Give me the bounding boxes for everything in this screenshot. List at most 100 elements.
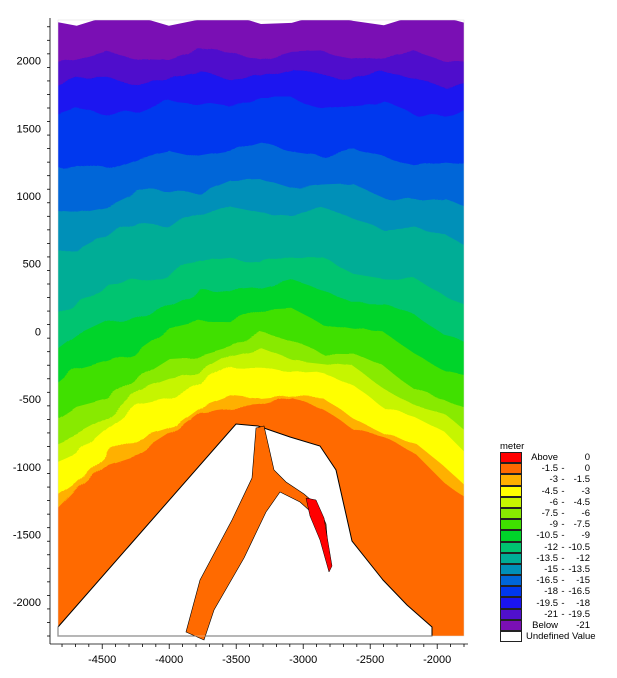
legend-dash: - [561, 530, 565, 542]
x-tick-label: -3500 [222, 654, 250, 666]
legend-item: -15- -13.5 [500, 563, 617, 576]
y-tick-label: -1500 [13, 529, 41, 541]
legend-item: Above 0 [500, 452, 617, 464]
legend-swatch [500, 452, 522, 464]
legend-low: -12 [544, 541, 558, 553]
legend-item: -7.5- -6 [500, 507, 617, 520]
legend-dash: - [561, 463, 565, 475]
legend-low: -9 [549, 519, 558, 531]
x-tick-label: -2000 [423, 654, 451, 666]
legend-low: -18 [544, 586, 558, 598]
legend-high: -3 [581, 485, 590, 497]
legend-high: -6 [581, 508, 590, 520]
y-tick-label: 1000 [17, 191, 41, 203]
y-tick-label: -2000 [13, 597, 41, 609]
legend-item: -9- -7.5 [500, 519, 617, 531]
legend-high: -15 [576, 575, 590, 587]
legend-item: Undefined Value [500, 631, 617, 643]
x-tick-label: -4500 [88, 654, 116, 666]
legend-dash: - [561, 586, 565, 598]
y-tick-label: -1000 [13, 462, 41, 474]
legend-swatch [500, 575, 522, 587]
legend-high: -19.5 [568, 608, 590, 620]
legend-high: -21 [576, 619, 590, 631]
legend-low: Above [531, 452, 558, 464]
legend-swatch [500, 597, 522, 609]
legend-high: -12 [576, 552, 590, 564]
legend-dash: - [561, 552, 565, 564]
legend-swatch [500, 552, 522, 564]
legend-swatch [500, 530, 522, 542]
legend-item: -13.5- -12 [500, 552, 617, 564]
legend-item: -12- -10.5 [500, 541, 617, 553]
legend-high: -16.5 [568, 586, 590, 598]
legend-item: -6- -4.5 [500, 496, 617, 508]
legend-item: -18- -16.5 [500, 586, 617, 598]
legend-item: -10.5- -9 [500, 530, 617, 542]
legend-swatch [500, 631, 522, 643]
x-tick-label: -2500 [356, 654, 384, 666]
legend-dash: - [561, 541, 565, 553]
legend-low: -3 [549, 474, 558, 486]
legend-low: Below [532, 619, 558, 631]
legend-dash: - [561, 496, 565, 508]
legend-low: -7.5 [541, 508, 558, 520]
legend-dash: - [561, 508, 565, 520]
legend-high: -7.5 [573, 519, 590, 531]
legend-swatch [500, 586, 522, 598]
legend-low: -10.5 [536, 530, 558, 542]
y-tick-label: 500 [23, 259, 41, 271]
legend: meter Above 0 -1.5-0 -3- -1.5 -4.5- -3 -6- -4.5-… [500, 441, 617, 643]
legend-high: -1.5 [573, 474, 590, 486]
legend-rows: Above 0 -1.5-0 -3- -1.5 -4.5- -3 -6- -4.5 -7.5- -6… [500, 452, 617, 643]
plot-frame [57, 19, 465, 637]
legend-low: -6 [549, 496, 558, 508]
legend-dash: - [561, 519, 565, 531]
x-tick-label: -3000 [289, 654, 317, 666]
legend-high: 0 [584, 463, 590, 475]
legend-swatch [500, 619, 522, 631]
legend-item: -3- -1.5 [500, 474, 617, 486]
legend-item: -4.5- -3 [500, 485, 617, 497]
legend-high: -18 [576, 597, 590, 609]
orange-ridge-patch [185, 425, 333, 641]
legend-dash: - [561, 597, 565, 609]
legend-swatch [500, 541, 522, 553]
legend-title: meter [500, 441, 525, 452]
legend-swatch [500, 608, 522, 620]
legend-low: -16.5 [536, 575, 558, 587]
legend-low: -21 [544, 608, 558, 620]
legend-dash: - [561, 563, 565, 575]
legend-low: -13.5 [536, 552, 558, 564]
red-above-patch [305, 497, 333, 573]
orange-ridge-fill [185, 425, 329, 641]
legend-item: Below -21 [500, 619, 617, 631]
legend-dash: - [561, 485, 565, 497]
legend-item: -21- -19.5 [500, 608, 617, 620]
y-tick-label: -500 [19, 394, 41, 406]
legend-dash: - [561, 575, 565, 587]
legend-high: -9 [581, 530, 590, 542]
legend-swatch [500, 496, 522, 508]
legend-high: -13.5 [568, 563, 590, 575]
legend-high: -4.5 [573, 496, 590, 508]
x-tick-label: -4000 [155, 654, 183, 666]
legend-label: Undefined Value [526, 631, 596, 643]
legend-swatch [500, 485, 522, 497]
y-tick-label: 1500 [17, 123, 41, 135]
legend-item: -19.5- -18 [500, 597, 617, 609]
legend-dash: - [561, 608, 565, 620]
legend-swatch [500, 507, 522, 520]
legend-swatch [500, 463, 522, 475]
legend-item: -16.5- -15 [500, 575, 617, 587]
legend-low: -1.5 [541, 463, 558, 475]
legend-swatch [500, 474, 522, 486]
legend-swatch [500, 519, 522, 531]
legend-low: -4.5 [541, 485, 558, 497]
legend-low: -19.5 [536, 597, 558, 609]
legend-high: -10.5 [568, 541, 590, 553]
legend-high: 0 [584, 452, 590, 464]
y-tick-label: 2000 [17, 56, 41, 68]
y-tick-label: 0 [35, 326, 41, 338]
